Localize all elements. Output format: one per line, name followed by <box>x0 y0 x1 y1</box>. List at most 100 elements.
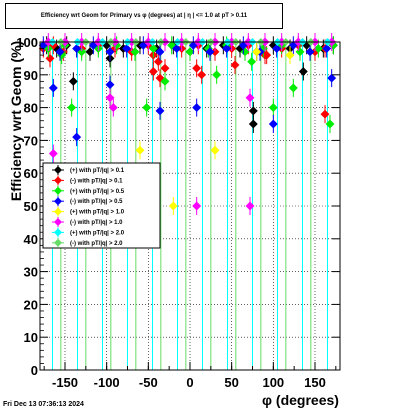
x-tick-label: -150 <box>52 375 78 390</box>
y-tick-label: 0 <box>31 363 38 378</box>
legend-swatch-marker <box>54 166 62 174</box>
data-point <box>285 50 295 60</box>
data-point <box>247 57 257 67</box>
data-point <box>105 47 115 57</box>
legend-swatch-marker <box>54 197 62 206</box>
data-point <box>148 44 158 54</box>
legend-swatch-marker <box>54 218 62 226</box>
y-tick-label: 50 <box>24 199 38 214</box>
x-tick-label: -100 <box>94 375 120 390</box>
y-tick-label: 90 <box>24 68 38 83</box>
chart-title: Efficiency wrt Geom for Primary vs φ (de… <box>5 3 283 29</box>
data-point <box>105 80 115 90</box>
y-tick-label: 30 <box>24 265 38 280</box>
data-point <box>245 201 255 211</box>
x-tick-label: 150 <box>304 375 326 390</box>
data-point <box>105 93 115 103</box>
y-tick-label: 70 <box>24 133 38 148</box>
data-point <box>148 66 158 77</box>
data-point <box>155 73 165 83</box>
data-point <box>252 47 262 57</box>
data-point <box>325 119 335 129</box>
timestamp-footer: Fri Dec 13 07:36:13 2024 <box>3 401 84 408</box>
data-point <box>322 44 332 54</box>
legend-entry-label: (+) with pT/|q| > 0.5 <box>70 189 125 195</box>
data-point <box>68 76 78 86</box>
data-point <box>268 103 278 113</box>
y-tick-label: 20 <box>24 297 38 312</box>
legend-entry-label: (-) with pT/|q| > 0.5 <box>70 199 123 205</box>
data-point <box>248 119 258 129</box>
data-point <box>192 201 202 211</box>
data-point <box>48 148 58 159</box>
axes: -150 -100 -50 0 50 100 150 0 10 20 30 40 50 60 70 80 90 1… <box>16 35 340 390</box>
data-point <box>205 47 215 57</box>
data-point <box>155 106 165 116</box>
data-point <box>122 44 132 54</box>
data-point <box>230 60 240 70</box>
data-point <box>222 44 232 54</box>
data-point <box>245 93 255 103</box>
y-tick-label: 100 <box>16 35 38 50</box>
data-point <box>313 44 323 54</box>
data-point <box>135 145 145 155</box>
data-point <box>295 47 305 57</box>
y-axis-label: Efficiency wrt Geom (%) <box>8 40 24 202</box>
data-point <box>268 119 278 129</box>
data-point <box>168 201 178 211</box>
data-point <box>155 47 165 57</box>
data-point <box>185 47 195 57</box>
x-tick-label: -50 <box>139 375 158 390</box>
legend-swatch-marker <box>54 228 62 237</box>
data-point <box>327 73 337 83</box>
data-point <box>262 50 272 60</box>
data-point <box>240 47 250 57</box>
data-point <box>298 66 308 77</box>
data-point <box>72 44 82 54</box>
data-point <box>197 70 207 80</box>
data-point <box>192 103 202 113</box>
y-tick-label: 80 <box>24 101 38 116</box>
data-point <box>212 70 222 80</box>
y-tick-label: 60 <box>24 166 38 181</box>
data-point <box>160 76 170 86</box>
data-point <box>72 132 82 142</box>
data-point <box>142 103 152 113</box>
y-tick-label: 10 <box>24 330 38 345</box>
legend-entry-label: (-) with pT/|q| > 0.1 <box>70 178 123 184</box>
data-point <box>172 44 182 54</box>
legend-swatch-marker <box>54 186 62 195</box>
legend-entry-label: (+) with pT/|q| > 0.1 <box>70 168 125 174</box>
data-point <box>210 145 220 155</box>
legend-swatch-marker <box>54 176 62 185</box>
data-point <box>192 63 202 73</box>
legend: (+) with pT/|q| > 0.1 (-) with pT/|q| > 0… <box>42 162 161 249</box>
legend-swatch-marker <box>54 207 62 216</box>
data-point <box>288 83 298 93</box>
data-point <box>108 103 118 113</box>
x-axis-label: φ (degrees) <box>262 392 339 408</box>
x-tick-label: 0 <box>186 375 193 390</box>
data-point <box>248 106 258 116</box>
legend-entry-label: (+) with pT/|q| > 2.0 <box>70 230 125 236</box>
data-point <box>48 83 58 93</box>
x-tick-label: 100 <box>262 375 284 390</box>
data-point <box>272 44 282 54</box>
legend-entry-label: (-) with pT/|q| > 1.0 <box>70 220 123 226</box>
data-point <box>130 47 140 57</box>
y-tick-label: 40 <box>24 232 38 247</box>
legend-entry-label: (-) with pT/|q| > 2.0 <box>70 241 123 247</box>
data-point <box>67 103 77 113</box>
data-point <box>85 47 95 57</box>
data-point <box>305 47 315 57</box>
data-markers <box>38 33 338 215</box>
x-tick-label: 50 <box>224 375 238 390</box>
legend-swatch-marker <box>54 238 62 247</box>
data-point <box>153 57 163 67</box>
data-point <box>320 109 330 119</box>
data-point <box>55 47 65 57</box>
legend-entry-label: (+) with pT/|q| > 1.0 <box>70 210 125 216</box>
data-point <box>160 63 170 73</box>
legend-box <box>42 162 161 249</box>
